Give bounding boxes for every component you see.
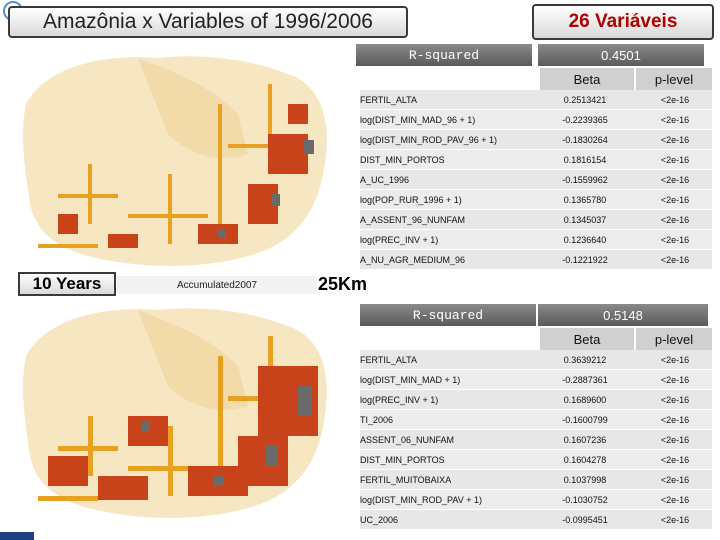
r-squared-value-2: 0.5148 [538,304,708,326]
table-row: FERTIL_ALTA 0.2513421 <2e-16 [360,90,712,110]
beta-header-1: Beta [540,68,634,90]
variable-cell: A_ASSENT_96_NUNFAM [360,209,532,230]
r-squared-label-2: R-squared [360,304,536,326]
coefficient-table-1: FERTIL_ALTA 0.2513421 <2e-16 log(DIST_MIN_M… [360,90,712,270]
beta-cell: -0.1030752 [532,489,638,510]
table-row: DIST_MIN_PORTOS 0.1816154 <2e-16 [360,149,712,170]
beta-cell: 0.1037998 [532,469,638,490]
beta-cell: 0.1607236 [532,429,638,450]
variable-cell: FERTIL_MUITOBAIXA [360,469,532,490]
r-squared-label-1: R-squared [356,44,532,66]
p-level-cell: <2e-16 [638,389,712,410]
p-level-cell: <2e-16 [638,229,712,250]
table-row: log(DIST_MIN_MAD + 1) -0.2887361 <2e-16 [360,369,712,390]
p-level-cell: <2e-16 [638,149,712,170]
beta-header-2: Beta [540,328,634,350]
p-level-cell: <2e-16 [638,409,712,430]
table-row: log(POP_RUR_1996 + 1) 0.1365780 <2e-16 [360,189,712,210]
beta-cell: 0.3639212 [532,350,638,370]
beta-cell: 0.1345037 [532,209,638,230]
p-level-cell: <2e-16 [638,169,712,190]
variable-cell: log(PREC_INV + 1) [360,389,532,410]
map-caption: Accumulated2007 [117,276,317,294]
beta-cell: -0.1221922 [532,249,638,270]
table-row: log(PREC_INV + 1) 0.1689600 <2e-16 [360,389,712,410]
beta-cell: -0.2887361 [532,369,638,390]
p-level-cell: <2e-16 [638,129,712,150]
deforestation-map-1996 [23,56,327,266]
table-row: DIST_MIN_PORTOS 0.1604278 <2e-16 [360,449,712,470]
table-row: FERTIL_MUITOBAIXA 0.1037998 <2e-16 [360,469,712,490]
beta-cell: 0.1236640 [532,229,638,250]
p-level-cell: <2e-16 [638,249,712,270]
variable-cell: A_UC_1996 [360,169,532,190]
table-row: log(DIST_MIN_MAD_96 + 1) -0.2239365 <2e-16 [360,109,712,130]
p-level-cell: <2e-16 [638,369,712,390]
variable-cell: UC_2006 [360,509,532,530]
beta-cell: 0.1689600 [532,389,638,410]
r-squared-value-1: 0.4501 [538,44,704,66]
variable-count-badge: 26 Variáveis [532,4,714,40]
beta-cell: -0.1559962 [532,169,638,190]
p-level-cell: <2e-16 [638,449,712,470]
beta-cell: 0.2513421 [532,90,638,110]
deforestation-map-2006 [23,308,327,518]
table-row: log(PREC_INV + 1) 0.1236640 <2e-16 [360,229,712,250]
p-level-cell: <2e-16 [638,509,712,530]
table-row: log(DIST_MIN_ROD_PAV + 1) -0.1030752 <2e-1… [360,489,712,510]
variable-cell: DIST_MIN_PORTOS [360,449,532,470]
table-row: log(DIST_MIN_ROD_PAV_96 + 1) -0.1830264 <2… [360,129,712,150]
p-level-cell: <2e-16 [638,489,712,510]
p-level-cell: <2e-16 [638,350,712,370]
beta-cell: 0.1365780 [532,189,638,210]
table-row: A_NU_AGR_MEDIUM_96 -0.1221922 <2e-16 [360,249,712,270]
table-row: A_UC_1996 -0.1559962 <2e-16 [360,169,712,190]
years-label: 10 Years [18,272,116,296]
variable-cell: log(DIST_MIN_MAD + 1) [360,369,532,390]
beta-cell: -0.1600799 [532,409,638,430]
beta-cell: -0.0995451 [532,509,638,530]
variable-cell: TI_2006 [360,409,532,430]
table-row: ASSENT_06_NUNFAM 0.1607236 <2e-16 [360,429,712,450]
table-row: TI_2006 -0.1600799 <2e-16 [360,409,712,430]
table-row: A_ASSENT_96_NUNFAM 0.1345037 <2e-16 [360,209,712,230]
table-row: UC_2006 -0.0995451 <2e-16 [360,509,712,530]
coefficient-table-2: FERTIL_ALTA 0.3639212 <2e-16 log(DIST_MIN_M… [360,350,712,530]
variable-cell: A_NU_AGR_MEDIUM_96 [360,249,532,270]
p-level-cell: <2e-16 [638,109,712,130]
variable-cell: log(DIST_MIN_ROD_PAV + 1) [360,489,532,510]
p-level-header-2: p-level [636,328,712,350]
variable-cell: log(POP_RUR_1996 + 1) [360,189,532,210]
variable-cell: ASSENT_06_NUNFAM [360,429,532,450]
variable-cell: FERTIL_ALTA [360,350,532,370]
p-level-header-1: p-level [636,68,712,90]
p-level-cell: <2e-16 [638,429,712,450]
resolution-label: 25Km [318,274,368,294]
page-title: Amazônia x Variables of 1996/2006 [8,6,408,38]
p-level-cell: <2e-16 [638,469,712,490]
p-level-cell: <2e-16 [638,209,712,230]
variable-cell: DIST_MIN_PORTOS [360,149,532,170]
variable-cell: log(DIST_MIN_MAD_96 + 1) [360,109,532,130]
beta-cell: -0.1830264 [532,129,638,150]
table-row: FERTIL_ALTA 0.3639212 <2e-16 [360,350,712,370]
variable-cell: log(PREC_INV + 1) [360,229,532,250]
corner-accent [0,532,34,540]
p-level-cell: <2e-16 [638,90,712,110]
variable-cell: log(DIST_MIN_ROD_PAV_96 + 1) [360,129,532,150]
variable-cell: FERTIL_ALTA [360,90,532,110]
beta-cell: 0.1816154 [532,149,638,170]
beta-cell: -0.2239365 [532,109,638,130]
beta-cell: 0.1604278 [532,449,638,470]
p-level-cell: <2e-16 [638,189,712,210]
